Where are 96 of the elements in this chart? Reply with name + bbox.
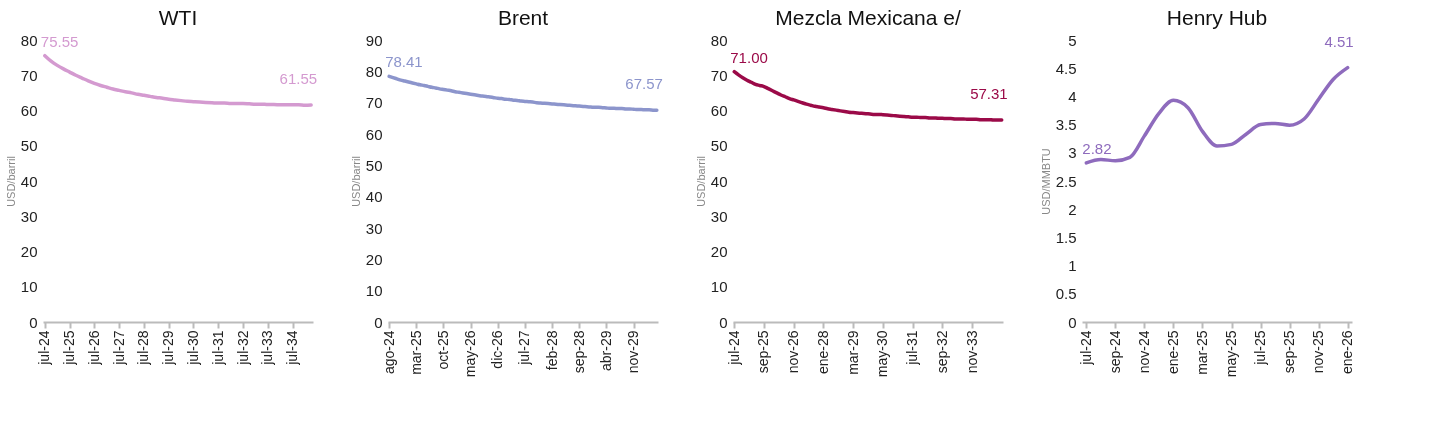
x-tick-label: jul-31 [904,330,921,366]
x-tick-label: nov-29 [625,330,642,374]
y-tick-label: 1 [1068,257,1077,275]
y-tick-label: 0 [1068,313,1077,331]
x-tick-label: nov-33 [963,330,980,374]
y-tick-label: 50 [710,137,728,155]
x-tick-label: jul-24 [725,330,742,366]
x-tick-label: nov-24 [1135,330,1152,374]
x-tick-label: jul-25 [1252,330,1269,366]
x-tick-label: sep-24 [1106,330,1123,374]
y-tick-label: 50 [365,156,383,174]
y-axis-title: USD/barril [349,156,362,207]
data-label: 67.57 [625,75,663,93]
y-axis-title: USD/barril [694,156,707,207]
x-tick-label: sep-25 [755,330,772,374]
x-tick-label: oct-25 [434,330,451,370]
y-tick-label: 80 [20,31,38,49]
x-tick-label: jul-27 [516,330,533,366]
y-tick-label: 20 [365,250,383,268]
data-label: 57.31 [970,84,1008,102]
data-label: 75.55 [40,32,79,50]
y-tick-label: 3.5 [1055,116,1077,134]
y-axis-title: USD/barril [4,156,17,207]
x-tick-label: mar-25 [407,330,424,375]
y-tick-label: 60 [20,102,38,119]
x-tick-label: sep-32 [933,330,950,374]
y-axis-title: USD/MMBTU [1039,148,1052,215]
x-tick-label: jul-28 [135,330,152,366]
y-tick-label: 40 [710,172,728,190]
x-tick-label: may-26 [462,330,479,378]
x-tick-label: ago-24 [380,330,397,375]
data-label: 2.82 [1082,139,1112,157]
x-tick-label: may-30 [874,330,891,378]
y-tick-label: 0 [29,313,38,331]
y-tick-label: 1.5 [1055,228,1077,246]
y-tick-label: 70 [20,66,38,84]
data-label: 61.55 [279,70,318,88]
x-tick-label: jul-33 [259,330,276,366]
x-tick-label: sep-28 [570,330,587,374]
y-tick-label: 2 [1068,200,1077,218]
y-tick-label: 10 [365,282,383,300]
y-tick-label: 60 [365,125,383,143]
y-tick-label: 10 [710,278,728,296]
y-tick-label: 5 [1068,31,1077,49]
y-tick-label: 20 [710,243,728,260]
y-tick-label: 80 [365,62,383,80]
y-tick-label: 50 [20,137,38,155]
x-tick-label: jul-24 [36,330,53,366]
x-tick-label: jul-27 [110,330,127,366]
chart-title: Mezcla Mexicana e/ [775,6,961,29]
line-series [1084,65,1350,165]
x-tick-label: ene-28 [814,330,831,375]
x-tick-label: jul-32 [234,330,251,366]
x-tick-label: nov-25 [1310,330,1327,374]
y-tick-label: 80 [710,31,728,49]
y-tick-label: 40 [365,188,383,206]
y-tick-label: 90 [365,31,383,49]
x-tick-label: jul-31 [209,330,226,366]
y-tick-label: 0 [374,313,383,331]
x-tick-label: sep-25 [1281,330,1298,374]
y-tick-label: 0 [719,313,728,331]
x-tick-label: mar-25 [1193,330,1210,375]
x-tick-label: jul-30 [184,330,201,366]
y-tick-label: 2.5 [1055,172,1077,190]
y-tick-label: 30 [365,219,383,237]
x-tick-label: may-25 [1223,330,1240,378]
data-label: 78.41 [385,53,423,71]
y-tick-label: 4.5 [1055,59,1077,77]
y-tick-label: 30 [710,207,728,225]
x-tick-label: jul-25 [61,330,78,366]
x-tick-label: jul-24 [1077,330,1094,366]
x-tick-label: jul-29 [160,330,177,366]
y-tick-label: 40 [20,172,38,190]
chart-title: Brent [497,6,549,29]
data-label: 4.51 [1324,32,1354,50]
x-tick-label: jul-34 [284,330,301,366]
x-tick-label: jul-26 [85,330,102,366]
y-tick-label: 3 [1068,144,1077,162]
x-tick-label: nov-26 [785,330,802,374]
x-tick-label: ene-26 [1339,330,1356,375]
y-tick-label: 60 [710,102,728,119]
x-tick-label: dic-26 [489,330,506,369]
y-tick-label: 70 [710,66,728,84]
data-label: 71.00 [730,48,768,66]
x-tick-label: mar-29 [844,330,861,375]
y-tick-label: 0.5 [1055,285,1077,303]
chart-title: Henry Hub [1166,6,1268,29]
x-tick-label: feb-28 [543,330,560,371]
y-tick-label: 30 [20,207,38,225]
x-tick-label: ene-25 [1164,330,1181,375]
y-tick-label: 10 [20,278,38,296]
chart-title: WTI [158,6,198,29]
y-tick-label: 4 [1068,87,1077,105]
y-tick-label: 20 [20,243,38,260]
y-tick-label: 70 [365,94,383,112]
x-tick-label: abr-29 [597,330,614,371]
